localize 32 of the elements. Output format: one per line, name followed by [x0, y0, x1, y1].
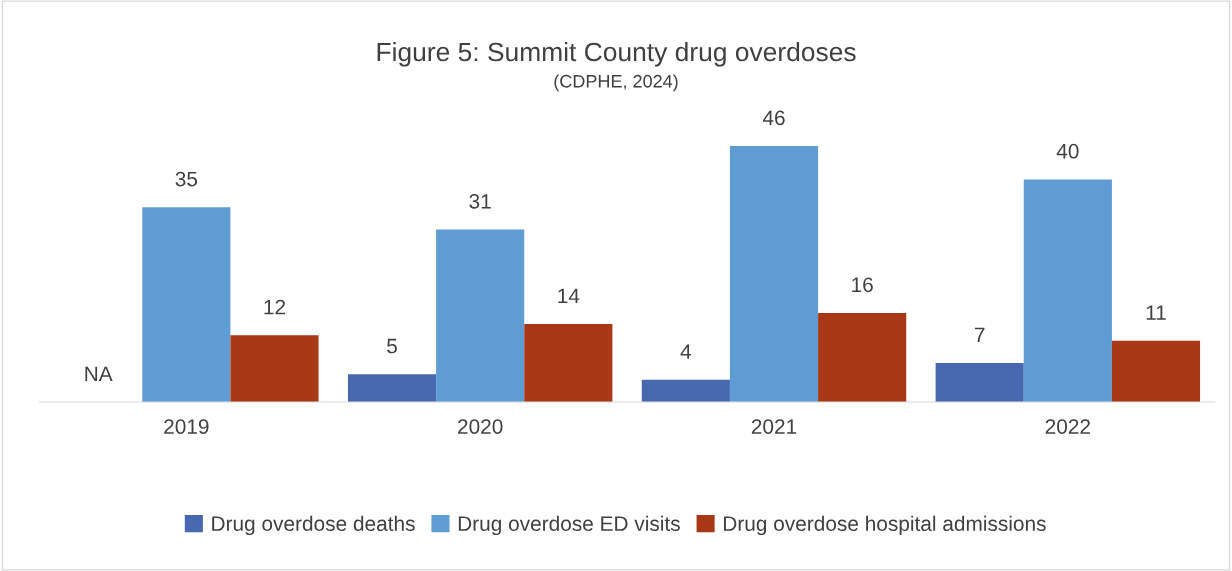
data-label: 11 [1146, 305, 1166, 320]
bar [524, 324, 613, 402]
legend-label: Drug overdose hospital admissions [723, 515, 1046, 536]
bar [436, 229, 525, 402]
x-tick-label: 2022 [1045, 419, 1090, 434]
x-tick-label: 2021 [751, 419, 797, 434]
data-label: 40 [1056, 143, 1079, 159]
data-label: 5 [387, 338, 397, 354]
data-label: 7 [974, 327, 985, 343]
bar [641, 379, 730, 402]
text: NA [85, 366, 113, 381]
bar [347, 374, 437, 402]
data-label: 31 [469, 193, 491, 209]
data-label: 12 [264, 299, 286, 315]
bar [729, 145, 819, 402]
bar [1111, 340, 1201, 402]
data-label: 35 [175, 171, 198, 187]
x-tick-label: 2020 [458, 419, 503, 434]
data-label: 14 [558, 288, 580, 304]
x-tick-label: 2019 [164, 419, 209, 434]
data-label: 4 [680, 344, 692, 359]
bar [818, 312, 907, 402]
chart-subtitle: (CDPHE, 2024) [554, 74, 678, 92]
legend-label: Drug overdose ED visits [458, 515, 680, 536]
legend-label: Drug overdose deaths [212, 515, 415, 536]
data-label: 46 [762, 110, 785, 126]
data-label: 16 [852, 277, 873, 293]
bar [935, 363, 1024, 402]
chart-title: Figure 5: Summit County drug overdoses [377, 41, 856, 67]
bar [1023, 179, 1112, 402]
bar [142, 207, 231, 402]
bar [230, 335, 319, 402]
